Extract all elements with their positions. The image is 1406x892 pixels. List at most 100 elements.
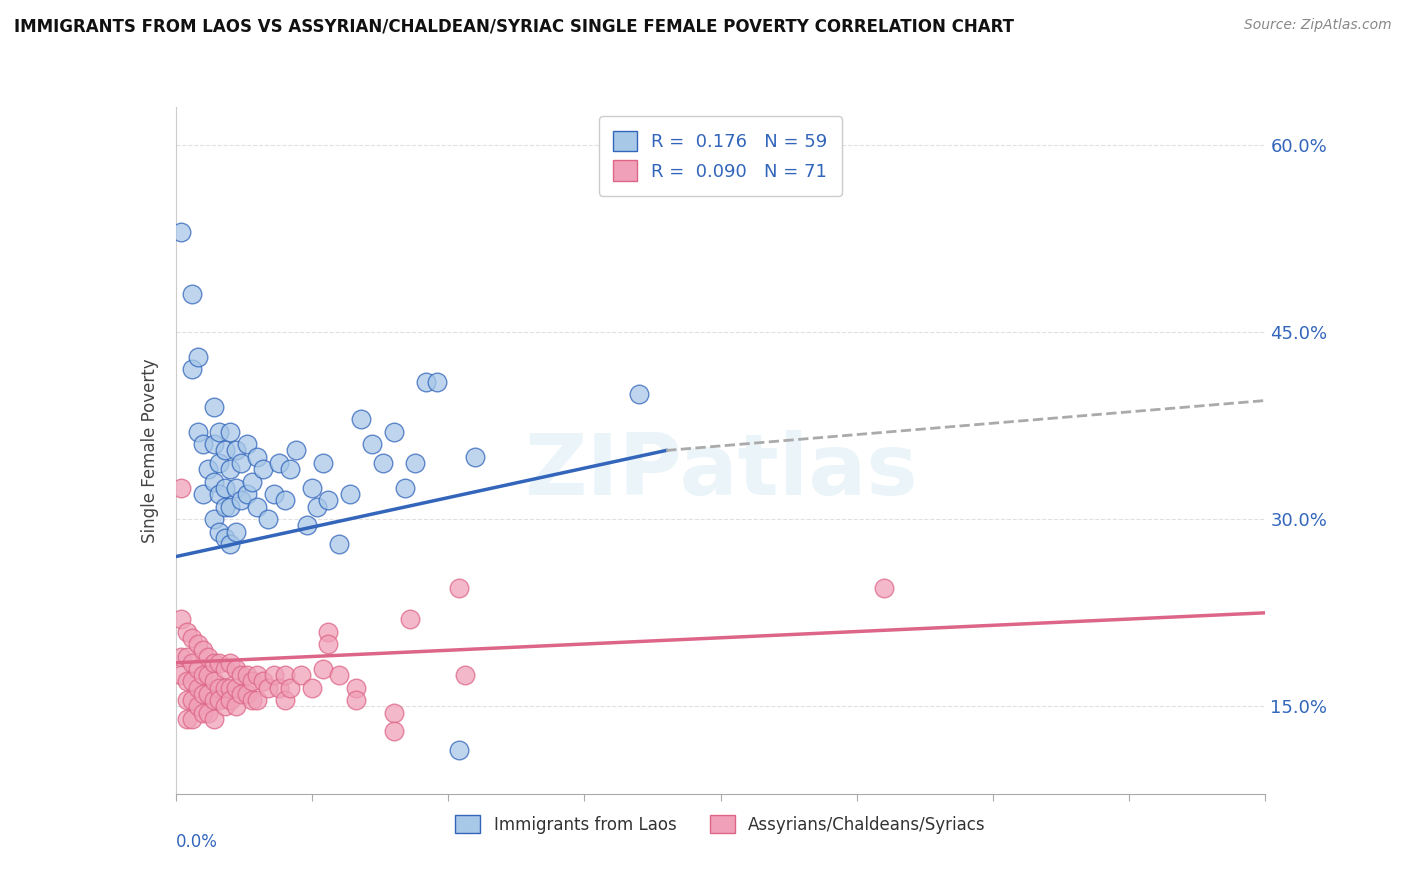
Point (219, 537, 242, 551)
Point (191, 668, 214, 682)
Point (219, 693, 242, 707)
Point (186, 681, 209, 695)
Point (208, 693, 231, 707)
Point (225, 443, 247, 458)
Point (312, 456, 335, 470)
Point (252, 462, 274, 476)
Point (214, 681, 236, 695)
Point (426, 375, 449, 389)
Point (208, 524, 231, 539)
Point (263, 487, 285, 501)
Point (399, 612, 422, 626)
Point (360, 437, 382, 451)
Point (225, 524, 247, 539)
Point (246, 450, 269, 464)
Point (231, 687, 253, 701)
Point (344, 693, 367, 707)
Point (208, 656, 231, 670)
Point (382, 425, 405, 439)
Point (202, 400, 225, 414)
Point (176, 693, 198, 707)
Point (176, 712, 198, 726)
Point (191, 643, 214, 657)
Point (202, 674, 225, 689)
Point (235, 687, 257, 701)
Point (202, 437, 225, 451)
Point (186, 662, 209, 676)
Point (181, 656, 204, 670)
Text: ZIPatlas: ZIPatlas (523, 430, 918, 513)
Point (447, 743, 470, 757)
Point (350, 412, 373, 426)
Point (202, 512, 225, 526)
Point (405, 456, 427, 470)
Point (202, 656, 225, 670)
Point (202, 693, 225, 707)
Point (176, 649, 198, 664)
Point (873, 581, 896, 595)
Point (257, 681, 280, 695)
Point (176, 624, 198, 639)
Y-axis label: Single Female Poverty: Single Female Poverty (141, 359, 159, 542)
Point (197, 462, 219, 476)
Point (208, 681, 231, 695)
Point (225, 681, 247, 695)
Point (312, 662, 335, 676)
Point (240, 674, 263, 689)
Point (235, 668, 257, 682)
Text: 0.0%: 0.0% (176, 833, 218, 851)
Point (371, 456, 394, 470)
Point (231, 668, 253, 682)
Point (295, 518, 318, 533)
Point (191, 706, 214, 720)
Point (225, 662, 247, 676)
Point (278, 462, 301, 476)
Point (214, 443, 236, 458)
Point (214, 662, 236, 676)
Point (301, 681, 323, 695)
Point (235, 437, 257, 451)
Point (219, 462, 242, 476)
Point (240, 475, 263, 489)
Point (186, 425, 209, 439)
Point (278, 681, 301, 695)
Point (290, 668, 312, 682)
Point (181, 674, 204, 689)
Point (263, 668, 285, 682)
Point (307, 500, 329, 514)
Point (181, 712, 204, 726)
Point (269, 681, 291, 695)
Point (219, 500, 242, 514)
Point (191, 487, 214, 501)
Point (181, 693, 204, 707)
Point (274, 493, 297, 508)
Point (464, 450, 486, 464)
Point (415, 375, 437, 389)
Point (328, 668, 350, 682)
Point (197, 706, 219, 720)
Point (344, 681, 367, 695)
Point (318, 637, 340, 651)
Point (225, 699, 247, 714)
Point (328, 537, 350, 551)
Point (382, 706, 405, 720)
Point (170, 225, 193, 239)
Legend: R =  0.176   N = 59, R =  0.090   N = 71: R = 0.176 N = 59, R = 0.090 N = 71 (599, 116, 842, 195)
Point (170, 612, 193, 626)
Point (246, 500, 269, 514)
Point (186, 350, 209, 364)
Point (214, 500, 236, 514)
Point (208, 425, 231, 439)
Point (284, 443, 307, 458)
Point (252, 674, 274, 689)
Point (186, 699, 209, 714)
Point (231, 456, 253, 470)
Point (318, 624, 340, 639)
Point (274, 693, 297, 707)
Point (176, 674, 198, 689)
Point (453, 668, 475, 682)
Point (170, 481, 193, 495)
Point (197, 668, 219, 682)
Point (181, 362, 204, 376)
Point (269, 456, 291, 470)
